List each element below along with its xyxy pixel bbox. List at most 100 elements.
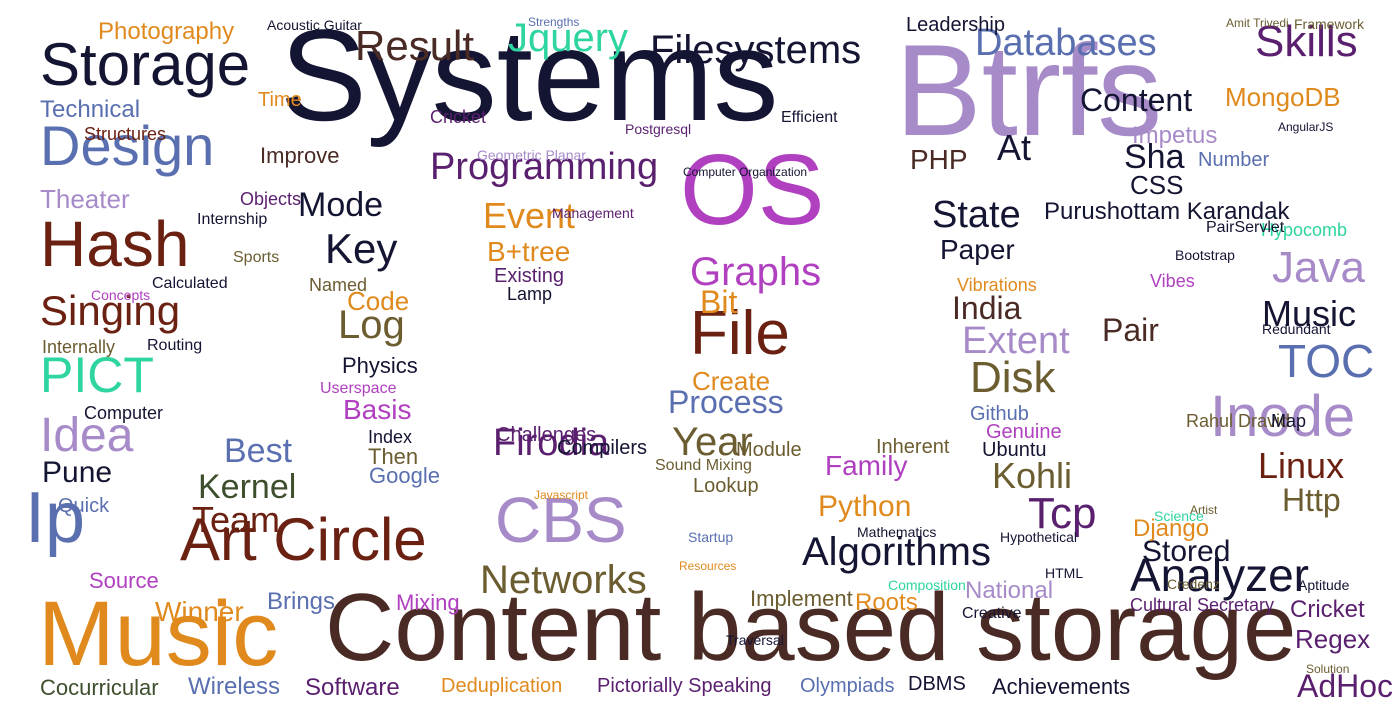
- word-roots: Roots: [855, 589, 918, 616]
- word-challenges: Challenges: [496, 424, 597, 446]
- word-amit-trivedi: Amit Trivedi: [1226, 16, 1289, 30]
- word-file: File: [690, 299, 790, 368]
- word-startup: Startup: [688, 529, 734, 545]
- word-framework: Framework: [1294, 16, 1365, 32]
- word-composition: Composition: [888, 577, 966, 593]
- word-olympiads: Olympiads: [800, 675, 895, 697]
- word-winner: Winner: [155, 596, 244, 627]
- word-idea: Idea: [40, 409, 134, 462]
- word-event: Event: [483, 195, 576, 236]
- word-achievements: Achievements: [992, 674, 1131, 699]
- word-pair: Pair: [1102, 312, 1159, 348]
- word-javascript: Javascript: [534, 488, 589, 502]
- word-toc: TOC: [1278, 335, 1375, 387]
- word-computer: Computer: [84, 403, 164, 423]
- word-adhoc: AdHoc: [1297, 668, 1394, 704]
- word-singing: Singing: [40, 287, 181, 334]
- word-design: Design: [40, 114, 215, 177]
- word-filesystems: Filesystems: [650, 28, 862, 72]
- word-deduplication: Deduplication: [441, 675, 563, 697]
- word-routing: Routing: [147, 337, 203, 354]
- word-redundant: Redundant: [1262, 321, 1331, 337]
- word-management: Management: [552, 205, 634, 221]
- word-mixing: Mixing: [396, 590, 460, 615]
- word-implement: Implement: [750, 586, 853, 611]
- word-artist: Artist: [1190, 503, 1218, 517]
- word-vibrations: Vibrations: [957, 275, 1037, 295]
- word-internally: Internally: [42, 337, 116, 357]
- word-india: India: [952, 290, 1022, 326]
- word-ubuntu: Ubuntu: [982, 439, 1047, 461]
- word-graphs: Graphs: [690, 250, 822, 294]
- word-time: Time: [258, 89, 302, 111]
- word-music: Music: [38, 583, 279, 685]
- word-cultural-secretary: Cultural Secretary: [1130, 595, 1275, 615]
- word-technical: Technical: [40, 96, 141, 123]
- word-lookup: Lookup: [693, 475, 759, 497]
- word-software: Software: [305, 674, 400, 701]
- word-traversal: Traversal: [726, 632, 784, 648]
- word-best: Best: [224, 432, 293, 470]
- word-pict: PICT: [40, 347, 154, 403]
- word-b-tree: B+tree: [487, 236, 571, 267]
- word-cricket: Cricket: [430, 107, 487, 127]
- word-family: Family: [825, 450, 908, 481]
- word-paper: Paper: [940, 234, 1015, 265]
- word-pune: Pune: [42, 456, 113, 489]
- word-creative: Creative: [962, 605, 1022, 622]
- word-named: Named: [309, 275, 368, 295]
- word-state: State: [932, 194, 1021, 236]
- word-postgresql: Postgresql: [625, 121, 692, 137]
- word-basis: Basis: [343, 394, 412, 425]
- word-at: At: [997, 127, 1032, 168]
- word-bit: Bit: [700, 284, 738, 320]
- word-team: Team: [192, 499, 281, 540]
- word-inode: Inode: [1210, 384, 1356, 449]
- word-log: Log: [338, 303, 405, 347]
- word-existing: Existing: [494, 265, 565, 287]
- word-process: Process: [668, 384, 784, 420]
- word-brings: Brings: [267, 588, 336, 615]
- word-google: Google: [369, 463, 440, 488]
- word-year: Year: [672, 420, 753, 464]
- word-linux: Linux: [1258, 445, 1345, 486]
- word-music: Music: [1262, 293, 1357, 334]
- word-cocurricular: Cocurricular: [40, 675, 159, 700]
- word-key: Key: [325, 225, 398, 272]
- word-kernel: Kernel: [198, 468, 297, 506]
- word-java: Java: [1272, 243, 1365, 292]
- word-angularjs: AngularJS: [1278, 120, 1334, 134]
- word-purushottam-karandak: Purushottam Karandak: [1044, 198, 1290, 225]
- word-sound-mixing: Sound Mixing: [655, 457, 752, 474]
- word-module: Module: [736, 439, 802, 461]
- word-strengths: Strengths: [528, 15, 580, 29]
- word-science: Science: [1154, 508, 1204, 524]
- word-extent: Extent: [962, 320, 1070, 362]
- word-bootstrap: Bootstrap: [1175, 247, 1235, 263]
- word-content-based-storage: Content based storage: [325, 574, 1297, 681]
- word-impetus: Impetus: [1132, 122, 1218, 149]
- word-ip: Ip: [25, 478, 86, 558]
- word-cbs: CBS: [495, 484, 627, 556]
- word-programming: Programming: [430, 146, 659, 188]
- word-resources: Resources: [679, 559, 737, 573]
- word-structures: Structures: [84, 124, 167, 144]
- word-stored: Stored: [1142, 535, 1231, 568]
- word-css: CSS: [1130, 170, 1184, 200]
- word-mathematics: Mathematics: [857, 524, 937, 540]
- word-geometric-planar: Geometric Planar: [477, 147, 586, 163]
- word-number: Number: [1198, 149, 1270, 171]
- word-disk: Disk: [970, 353, 1056, 402]
- word-vibes: Vibes: [1150, 271, 1195, 291]
- word-jquery: Jquery: [508, 16, 629, 60]
- word-quick: Quick: [58, 495, 110, 517]
- word-regex: Regex: [1295, 624, 1371, 654]
- word-http: Http: [1282, 482, 1341, 518]
- word-art-circle: Art Circle: [180, 506, 427, 573]
- word-solution: Solution: [1306, 662, 1350, 676]
- word-sports: Sports: [233, 249, 280, 266]
- word-inherent: Inherent: [876, 436, 950, 458]
- word-computer-organization: Computer Organization: [683, 165, 808, 179]
- word-index: Index: [368, 427, 413, 447]
